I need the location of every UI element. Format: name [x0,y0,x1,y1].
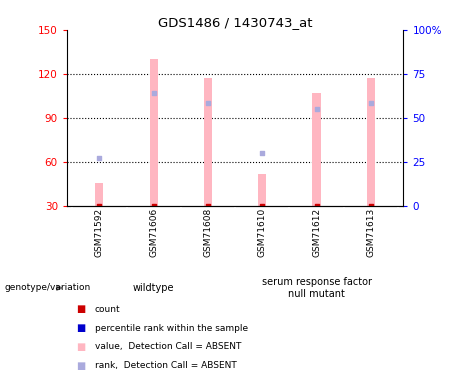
Text: genotype/variation: genotype/variation [5,284,91,292]
Bar [150,59,158,206]
Text: serum response factor
null mutant: serum response factor null mutant [261,277,372,298]
Text: GSM71592: GSM71592 [95,208,104,257]
Text: ■: ■ [76,342,85,352]
Point [259,203,266,209]
Point [150,90,157,96]
Point [96,203,103,209]
Point [313,106,320,112]
Bar [258,174,266,206]
Text: ■: ■ [76,323,85,333]
Bar [95,183,103,206]
Text: ■: ■ [76,361,85,370]
Point [204,100,212,106]
Text: count: count [95,305,120,314]
Text: wildtype: wildtype [133,283,174,293]
Bar [313,93,320,206]
Point [96,155,103,161]
Text: GSM71610: GSM71610 [258,208,267,258]
Point [313,203,320,209]
Point [204,203,212,209]
Text: GSM71612: GSM71612 [312,208,321,257]
Text: GSM71608: GSM71608 [203,208,213,258]
Text: rank,  Detection Call = ABSENT: rank, Detection Call = ABSENT [95,361,236,370]
Point [367,100,374,106]
Point [150,203,157,209]
Text: ■: ■ [76,304,85,314]
Point [367,203,374,209]
Point [259,150,266,156]
Text: GSM71606: GSM71606 [149,208,158,258]
Bar [204,78,212,206]
Text: value,  Detection Call = ABSENT: value, Detection Call = ABSENT [95,342,241,351]
Title: GDS1486 / 1430743_at: GDS1486 / 1430743_at [158,16,313,29]
Text: GSM71613: GSM71613 [366,208,375,258]
Text: percentile rank within the sample: percentile rank within the sample [95,324,248,333]
Bar [367,78,375,206]
